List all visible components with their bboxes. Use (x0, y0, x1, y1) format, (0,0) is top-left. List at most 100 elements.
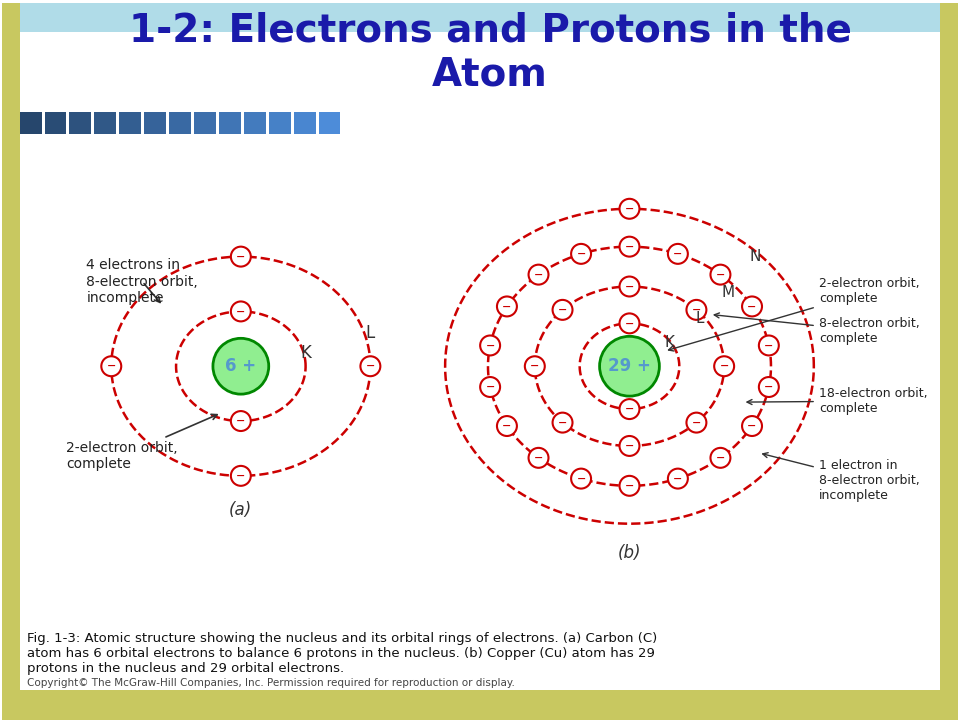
Text: 18-electron orbit,
complete: 18-electron orbit, complete (747, 387, 927, 415)
Text: −: − (236, 416, 246, 426)
Circle shape (758, 336, 779, 356)
Text: L: L (696, 311, 705, 326)
Text: −: − (502, 421, 512, 431)
Text: 2-electron orbit,
complete: 2-electron orbit, complete (66, 414, 217, 471)
Circle shape (230, 466, 251, 486)
Text: −: − (673, 474, 683, 484)
Circle shape (686, 300, 707, 320)
Circle shape (230, 411, 251, 431)
Circle shape (710, 448, 731, 468)
FancyBboxPatch shape (2, 2, 19, 720)
Circle shape (553, 300, 572, 320)
Text: −: − (530, 361, 540, 372)
Circle shape (102, 356, 121, 376)
FancyBboxPatch shape (19, 32, 941, 132)
Text: 8-electron orbit,
complete: 8-electron orbit, complete (714, 313, 920, 346)
Text: 6 +: 6 + (226, 357, 256, 375)
Circle shape (497, 416, 516, 436)
Circle shape (480, 336, 500, 356)
Text: 1 electron in
8-electron orbit,
incomplete: 1 electron in 8-electron orbit, incomple… (763, 453, 920, 503)
Text: −: − (534, 269, 543, 279)
Text: −: − (236, 471, 246, 481)
Circle shape (710, 265, 731, 284)
Circle shape (213, 338, 269, 394)
Circle shape (686, 413, 707, 433)
Text: −: − (692, 418, 701, 428)
FancyBboxPatch shape (144, 112, 166, 134)
Text: (a): (a) (229, 501, 252, 519)
FancyBboxPatch shape (294, 112, 316, 134)
Circle shape (742, 416, 762, 436)
Text: (b): (b) (617, 544, 641, 562)
Text: −: − (576, 249, 586, 259)
Circle shape (571, 244, 591, 264)
Text: −: − (576, 474, 586, 484)
Circle shape (497, 297, 516, 316)
FancyBboxPatch shape (319, 112, 341, 134)
Circle shape (758, 377, 779, 397)
Text: M: M (722, 284, 734, 300)
Text: −: − (747, 302, 756, 312)
Circle shape (619, 476, 639, 496)
FancyBboxPatch shape (941, 2, 958, 720)
FancyBboxPatch shape (219, 112, 241, 134)
FancyBboxPatch shape (169, 112, 191, 134)
Circle shape (714, 356, 734, 376)
Text: −: − (502, 302, 512, 312)
Text: 2-electron orbit,
complete: 2-electron orbit, complete (668, 277, 920, 351)
Text: −: − (764, 382, 774, 392)
Text: 1-2: Electrons and Protons in the
Atom: 1-2: Electrons and Protons in the Atom (129, 12, 852, 94)
Text: −: − (625, 282, 635, 292)
Circle shape (480, 377, 500, 397)
Circle shape (600, 336, 660, 396)
Circle shape (571, 469, 591, 489)
Text: −: − (366, 361, 375, 372)
Circle shape (529, 265, 548, 284)
Text: Fig. 1-3: Atomic structure showing the nucleus and its orbital rings of electron: Fig. 1-3: Atomic structure showing the n… (27, 632, 657, 675)
Text: −: − (692, 305, 701, 315)
Circle shape (619, 237, 639, 256)
Text: Copyright© The McGraw-Hill Companies, Inc. Permission required for reproduction : Copyright© The McGraw-Hill Companies, In… (27, 678, 515, 688)
Text: −: − (558, 305, 567, 315)
Text: −: − (558, 418, 567, 428)
Text: 29 +: 29 + (608, 357, 651, 375)
Text: −: − (625, 318, 635, 328)
Circle shape (668, 469, 688, 489)
Circle shape (230, 247, 251, 266)
Text: −: − (486, 382, 494, 392)
Circle shape (619, 399, 639, 419)
FancyBboxPatch shape (19, 135, 941, 626)
Text: N: N (750, 248, 760, 264)
FancyBboxPatch shape (94, 112, 116, 134)
Text: −: − (673, 249, 683, 259)
Text: −: − (716, 269, 725, 279)
Circle shape (553, 413, 572, 433)
Circle shape (742, 297, 762, 316)
FancyBboxPatch shape (244, 112, 266, 134)
Circle shape (230, 302, 251, 321)
Circle shape (529, 448, 548, 468)
Text: −: − (764, 341, 774, 351)
Circle shape (619, 313, 639, 333)
Circle shape (619, 436, 639, 456)
Text: −: − (625, 404, 635, 414)
Text: −: − (625, 441, 635, 451)
Text: −: − (486, 341, 494, 351)
Text: −: − (236, 251, 246, 261)
FancyBboxPatch shape (19, 2, 941, 32)
Circle shape (360, 356, 380, 376)
Circle shape (668, 244, 688, 264)
Circle shape (619, 276, 639, 297)
Text: −: − (625, 481, 635, 491)
Text: −: − (625, 204, 635, 214)
FancyBboxPatch shape (44, 112, 66, 134)
Text: −: − (716, 453, 725, 463)
Text: −: − (107, 361, 116, 372)
FancyBboxPatch shape (19, 626, 941, 690)
FancyBboxPatch shape (269, 112, 291, 134)
Circle shape (525, 356, 544, 376)
FancyBboxPatch shape (19, 112, 41, 134)
FancyBboxPatch shape (119, 112, 141, 134)
Text: 4 electrons in
8-electron orbit,
incomplete: 4 electrons in 8-electron orbit, incompl… (86, 258, 198, 305)
Text: K: K (664, 336, 674, 350)
